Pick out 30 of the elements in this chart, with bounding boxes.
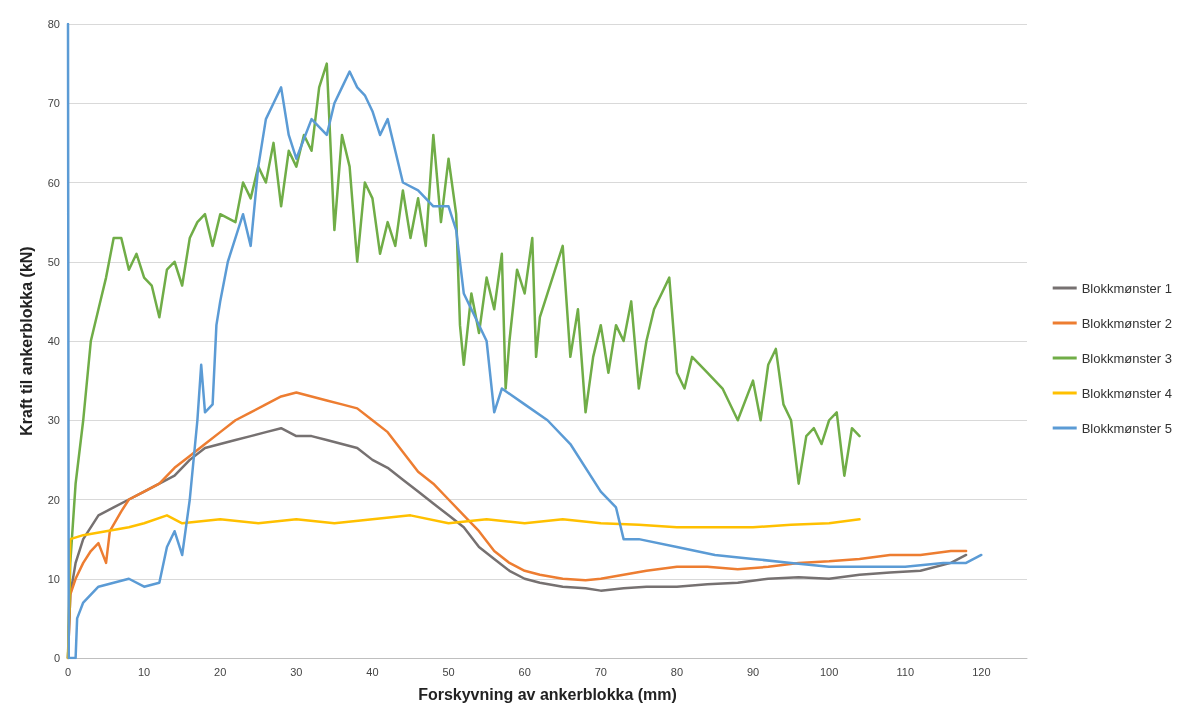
- y-tick-label: 60: [47, 176, 60, 189]
- x-tick-label: 60: [518, 665, 531, 678]
- x-tick-label: 10: [137, 665, 151, 678]
- x-tick-label: 40: [366, 665, 379, 678]
- y-tick-label: 50: [47, 255, 60, 268]
- x-axis-title: Forskyvning av ankerblokka (mm): [418, 685, 677, 703]
- x-tick-label: 100: [819, 665, 839, 678]
- legend-label: Blokkmønster 5: [1081, 420, 1173, 436]
- x-tick-label: 20: [214, 665, 227, 678]
- x-tick-label: 0: [64, 665, 72, 678]
- x-tick-label: 90: [746, 665, 760, 678]
- y-tick-label: 30: [47, 414, 60, 427]
- legend-label: Blokkmønster 1: [1081, 280, 1173, 296]
- line-series: [66, 22, 983, 660]
- y-tick-label: 40: [47, 335, 60, 347]
- y-tick-label: 70: [47, 97, 60, 110]
- x-tick-label: 70: [594, 665, 607, 678]
- y-tick-label: 80: [47, 18, 60, 30]
- x-tick-label: 110: [896, 665, 914, 678]
- legend-label: Blokkmønster 4: [1081, 385, 1173, 401]
- legend-label: Blokkmønster 2: [1081, 315, 1173, 331]
- y-tick-label: 20: [47, 493, 60, 506]
- y-tick-label: 10: [47, 572, 60, 585]
- x-tick-label: 50: [442, 665, 455, 678]
- y-tick-label: 0: [53, 652, 60, 664]
- x-tick-label: 30: [290, 665, 303, 678]
- legend-label: Blokkmønster 3: [1081, 350, 1173, 366]
- y-axis-title: Kraft til ankerblokka (kN): [17, 246, 35, 436]
- x-tick-label: 120: [972, 665, 991, 678]
- x-tick-label: 80: [670, 665, 684, 678]
